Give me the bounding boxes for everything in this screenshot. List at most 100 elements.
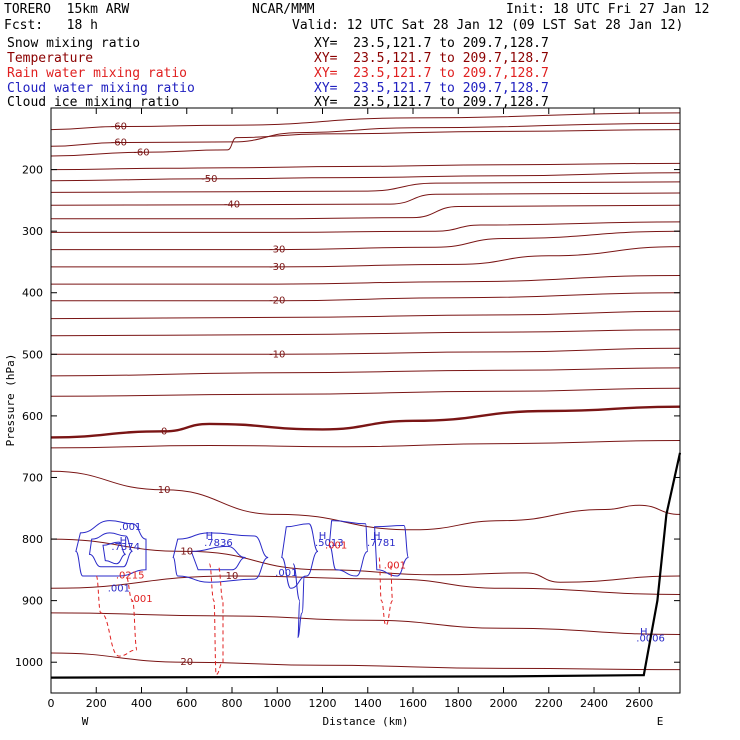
west-end-label: W	[82, 715, 89, 728]
isotherm-label: -10	[269, 349, 285, 360]
cloud-water-contour	[88, 532, 133, 568]
x-tick-label: 200	[86, 697, 107, 710]
isotherm-label: -20	[269, 296, 285, 307]
cloud-water-contour	[172, 532, 269, 583]
cloud-water-label: .001	[119, 522, 141, 533]
isotherm-line	[50, 329, 681, 337]
isotherm-line	[50, 129, 681, 157]
x-tick-label: 2600	[625, 697, 653, 710]
isotherm-line	[50, 575, 681, 595]
field-name-cloud-ice: Cloud ice mixing ratio	[7, 95, 180, 110]
isotherm-label: -60	[111, 121, 127, 132]
isotherm-line	[50, 387, 681, 397]
isotherm-label: 10	[226, 571, 239, 582]
field-name-cloud-water: Cloud water mixing ratio	[7, 81, 195, 96]
field-name-temperature: Temperature	[7, 51, 94, 66]
rain-water-label: .001	[130, 594, 152, 605]
rain-water-contour	[95, 575, 138, 657]
y-axis-label: Pressure (hPa)	[4, 354, 17, 447]
field-xs-cloud-ice: XY= 23.5,121.7 to 209.7,128.7	[314, 95, 549, 110]
isotherm-line	[50, 538, 681, 583]
isotherm-line	[50, 122, 681, 147]
field-xs-temperature: XY= 23.5,121.7 to 209.7,128.7	[314, 51, 549, 66]
contour-labels: -60 -60 -60 -50 -40 -30 -30 -20 -10 0 10 10 10 20 .001…	[108, 121, 665, 668]
isotherm-line	[51, 204, 681, 220]
isotherm-line	[50, 230, 681, 251]
y-tick-label: 500	[22, 348, 43, 361]
y-tick-label: 300	[22, 225, 43, 238]
cloud-water-contour	[75, 520, 147, 577]
y-tick-label: 600	[22, 410, 43, 423]
field-xs-snow: XY= 23.5,121.7 to 209.7,128.7	[314, 36, 549, 51]
x-tick-label: 2200	[535, 697, 563, 710]
cloud-water-contours	[75, 520, 409, 639]
isotherm-label: -60	[133, 147, 149, 158]
x-tick-label: 1000	[263, 697, 291, 710]
x-tick-label: 0	[48, 697, 55, 710]
isotherm-line	[50, 162, 681, 171]
x-tick-label: 1400	[354, 697, 382, 710]
cloud-water-label: H	[640, 627, 648, 638]
x-tick-label: 2000	[490, 697, 518, 710]
isotherm-label: -50	[201, 174, 217, 185]
terrain-line	[50, 452, 682, 679]
cloud-water-label: .7374	[111, 542, 140, 553]
isotherm-line	[51, 221, 681, 233]
isotherm-line	[50, 310, 681, 320]
isotherm-label: 20	[180, 657, 193, 668]
field-name-rain: Rain water mixing ratio	[7, 66, 188, 81]
y-tick-label: 700	[22, 471, 43, 484]
cloud-water-label: .5013	[315, 538, 344, 549]
terrain-surface	[50, 452, 682, 679]
x-tick-label: 600	[176, 697, 197, 710]
cloud-water-contour	[190, 545, 246, 571]
x-tick-label: 800	[222, 697, 243, 710]
x-axis-label: Distance (km)	[322, 715, 408, 728]
isotherm-line	[50, 172, 681, 182]
rain-water-contours	[95, 557, 394, 676]
org-title: NCAR/MMM	[252, 2, 315, 17]
y-tick-label: 400	[22, 287, 43, 300]
x-tick-label: 2400	[580, 697, 608, 710]
cloud-water-contour	[281, 523, 319, 589]
rain-water-contour	[208, 563, 224, 676]
field-xs-rain: XY= 23.5,121.7 to 209.7,128.7	[314, 66, 549, 81]
x-tick-label: 1800	[444, 697, 472, 710]
cloud-water-contour	[374, 524, 409, 577]
x-tick-label: 1200	[309, 697, 337, 710]
isotherm-label: 10	[158, 485, 171, 496]
temperature-isotherms	[50, 112, 681, 671]
isotherm-label: -30	[269, 245, 285, 256]
cloud-water-label: H	[120, 536, 128, 547]
isotherm-line	[50, 367, 681, 377]
y-tick-label: 1000	[15, 656, 43, 669]
rain-water-label: .001	[325, 540, 347, 551]
cloud-water-label: .7781	[367, 538, 396, 549]
isotherm-label: -60	[111, 137, 127, 148]
cloud-water-contour	[292, 563, 305, 639]
y-tick-label: 900	[22, 595, 43, 608]
cloud-water-contour	[102, 541, 126, 565]
isotherm-line	[50, 440, 681, 449]
model-title: TORERO 15km ARW	[4, 2, 130, 17]
isotherm-line	[50, 612, 681, 635]
isotherm-line	[50, 112, 681, 131]
forecast-hour: Fcst: 18 h	[4, 18, 98, 33]
isotherm-label: 0	[161, 426, 167, 437]
isotherm-line	[50, 405, 681, 439]
cloud-water-label: H	[319, 531, 327, 542]
isotherm-label: -30	[269, 262, 285, 273]
isotherm-line	[50, 192, 681, 206]
isotherm-line	[50, 470, 681, 531]
isotherm-label: 10	[180, 546, 193, 557]
init-time: Init: 18 UTC Fri 27 Jan 12	[506, 2, 710, 17]
plot-frame	[50, 107, 681, 694]
field-xs-cloud-water: XY= 23.5,121.7 to 209.7,128.7	[314, 81, 549, 96]
x-axis-ticks: 0 200 400 600 800 1000 1200 1400 1600 1800 2000 220…	[48, 108, 653, 710]
valid-time: Valid: 12 UTC Sat 28 Jan 12 (09 LST Sat …	[292, 18, 684, 33]
isotherm-line	[51, 275, 681, 285]
rain-water-label: .001	[384, 561, 406, 572]
x-tick-label: 1600	[399, 697, 427, 710]
